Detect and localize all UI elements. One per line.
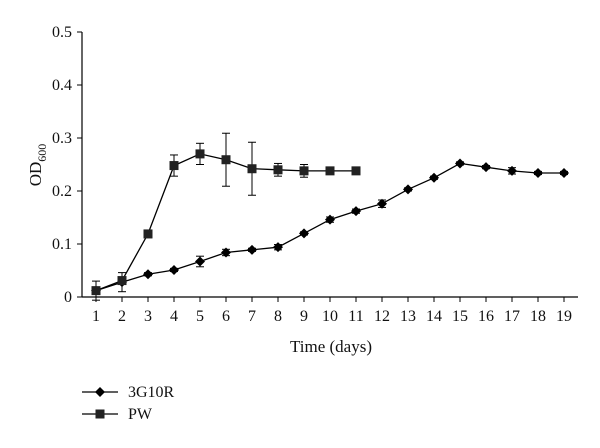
- y-axis-title: OD600: [26, 144, 49, 187]
- x-tick-label: 4: [170, 308, 178, 325]
- x-axis-title: Time (days): [290, 337, 372, 356]
- axes: 00.10.20.30.40.51 2 3 4 5 6 7 8 9 10 11 12 13 14 15 16 1…: [52, 24, 578, 325]
- x-tick-label: 7: [248, 308, 256, 325]
- data-point-3g10r: [221, 247, 231, 258]
- y-tick-label: 0.4: [52, 77, 72, 94]
- data-point-3g10r: [195, 256, 205, 267]
- data-point-3g10r: [247, 244, 257, 255]
- legend-item-3g10r: 3G10R: [82, 384, 175, 401]
- x-tick-label: 11: [348, 308, 363, 325]
- x-tick-label: 12: [374, 308, 390, 325]
- data-point-pw: [169, 161, 179, 171]
- data-point-3g10r: [481, 162, 491, 173]
- y-tick-label: 0.5: [52, 24, 72, 41]
- legend-marker-square-icon: [95, 409, 105, 419]
- x-tick-label: 8: [274, 308, 282, 325]
- data-point-pw: [299, 166, 309, 176]
- data-point-3g10r: [507, 165, 517, 176]
- data-point-pw: [195, 149, 205, 159]
- data-point-3g10r: [429, 172, 439, 183]
- y-axis-title-subscript: 600: [35, 144, 49, 162]
- x-tick-label: 6: [222, 308, 230, 325]
- data-point-pw: [325, 166, 335, 176]
- x-tick-label: 13: [400, 308, 416, 325]
- data-point-pw: [143, 229, 153, 239]
- data-point-3g10r: [273, 242, 283, 253]
- legend-label: PW: [128, 406, 153, 423]
- data-point-pw: [91, 286, 101, 296]
- legend-label: 3G10R: [128, 384, 175, 401]
- data-point-3g10r: [325, 214, 335, 225]
- series-line-3g10r: [95, 162, 564, 292]
- data-point-pw: [247, 164, 257, 174]
- y-tick-label: 0.3: [52, 130, 72, 147]
- x-tick-label: 18: [530, 308, 546, 325]
- legend-marker-diamond-icon: [95, 387, 105, 397]
- series-layer: [91, 132, 569, 301]
- y-tick-label: 0: [64, 289, 72, 306]
- x-tick-label: 14: [426, 308, 442, 325]
- data-point-3g10r: [143, 269, 153, 280]
- data-point-3g10r: [169, 264, 179, 275]
- y-tick-label: 0.1: [52, 236, 72, 253]
- data-point-3g10r: [455, 158, 465, 169]
- x-tick-label: 9: [300, 308, 308, 325]
- x-tick-label: 1: [92, 308, 100, 325]
- data-point-3g10r: [377, 198, 387, 209]
- data-point-3g10r: [533, 167, 543, 178]
- legend: 3G10R PW: [82, 384, 175, 423]
- y-tick-label: 0.2: [52, 183, 72, 200]
- x-tick-label: 15: [452, 308, 468, 325]
- x-tick-label: 16: [478, 308, 494, 325]
- y-axis-title-main: OD: [26, 162, 45, 187]
- data-point-pw: [273, 165, 283, 175]
- x-tick-label: 17: [504, 308, 520, 325]
- x-tick-label: 19: [556, 308, 572, 325]
- data-point-3g10r: [403, 184, 413, 195]
- legend-item-pw: PW: [82, 406, 153, 423]
- series-pw: [91, 132, 361, 301]
- data-point-pw: [221, 155, 231, 165]
- x-tick-label: 5: [196, 308, 204, 325]
- x-tick-label: 2: [118, 308, 126, 325]
- series-3g10r: [91, 158, 569, 296]
- x-tick-label: 3: [144, 308, 152, 325]
- data-point-3g10r: [559, 167, 569, 178]
- data-point-pw: [117, 276, 127, 286]
- x-tick-label: 10: [322, 308, 338, 325]
- data-point-pw: [351, 166, 361, 176]
- data-point-3g10r: [299, 228, 309, 239]
- data-point-3g10r: [351, 206, 361, 217]
